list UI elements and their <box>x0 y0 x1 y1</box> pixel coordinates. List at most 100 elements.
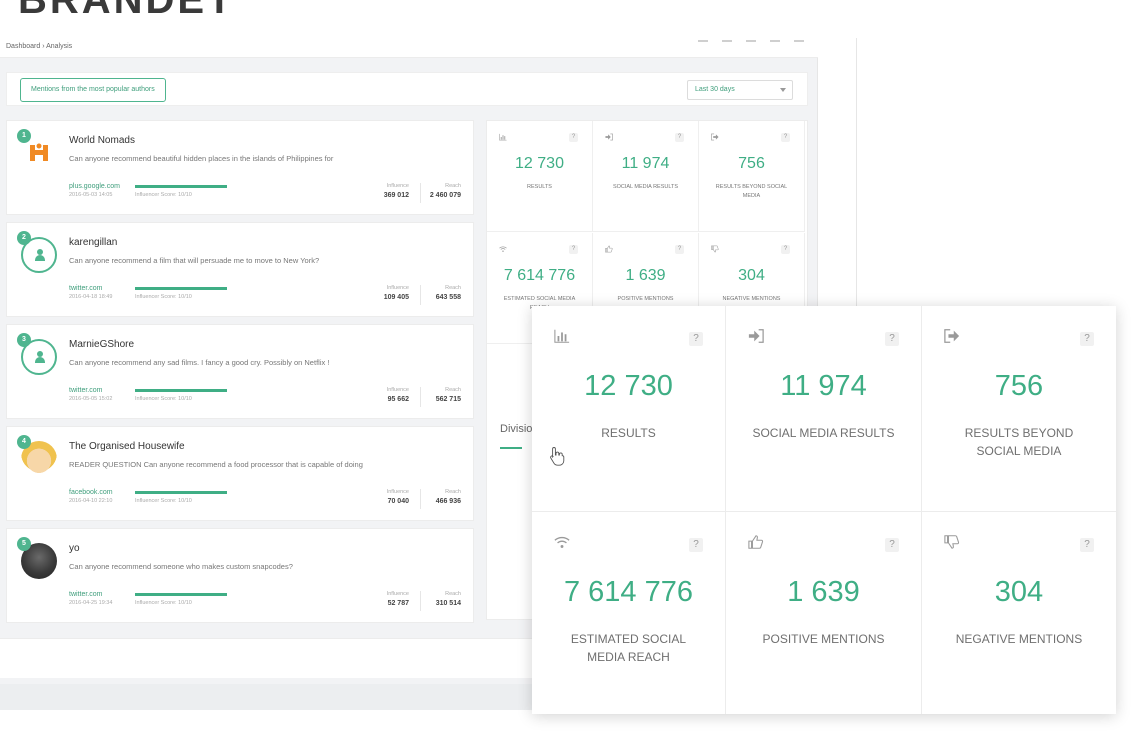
breadcrumb[interactable]: Dashboard › Analysis <box>6 43 73 50</box>
help-button[interactable]: ? <box>689 538 703 552</box>
help-button[interactable]: ? <box>675 245 684 254</box>
help-button[interactable]: ? <box>675 133 684 142</box>
influence-value: 70 040 <box>387 498 409 505</box>
mention-date: 2016-04-25 19:34 <box>69 600 113 606</box>
summary-tile: ? 11 974 SOCIAL MEDIA RESULTS <box>726 306 922 512</box>
help-button[interactable]: ? <box>689 332 703 346</box>
help-button[interactable]: ? <box>1080 538 1094 552</box>
topbar-settings-icon[interactable] <box>770 38 780 42</box>
influence-stat: Influence 109 405 <box>384 285 409 301</box>
divisions-tab[interactable]: Divisio <box>500 423 533 435</box>
summary-value: 1 639 <box>625 267 666 284</box>
mention-author[interactable]: karengillan <box>69 237 118 248</box>
topbar-menu-icon[interactable] <box>698 38 708 42</box>
influencer-score-label: Influencer Score: 10/10 <box>135 192 192 198</box>
stat-divider <box>420 489 421 509</box>
help-button[interactable]: ? <box>781 133 790 142</box>
mention-card[interactable]: 1 World Nomads Can anyone recommend beauti… <box>6 120 474 215</box>
summary-label: NEGATIVE MENTIONS <box>955 632 1083 646</box>
mention-source-link[interactable]: twitter.com <box>69 285 103 292</box>
summary-value: 12 730 <box>584 370 673 402</box>
summary-label: POSITIVE MENTIONS <box>762 632 885 646</box>
reach-label: Reach <box>445 183 461 189</box>
summary-tile-small: ? 11 974 SOCIAL MEDIA RESULTS <box>593 121 699 232</box>
mention-author[interactable]: MarnieGShore <box>69 339 135 350</box>
date-range-select[interactable]: Last 30 days <box>687 80 793 100</box>
influence-value: 52 787 <box>387 600 409 607</box>
summary-tile-small: ? 1 639 POSITIVE MENTIONS <box>593 233 699 344</box>
mention-date: 2016-05-03 14:05 <box>69 192 113 198</box>
summary-tile: ? 12 730 RESULTS <box>532 306 726 512</box>
help-button[interactable]: ? <box>781 245 790 254</box>
bar-chart-icon <box>499 133 507 143</box>
influencer-score-bar <box>135 491 227 494</box>
mention-source-link[interactable]: twitter.com <box>69 591 103 598</box>
influence-stat: Influence 369 012 <box>384 183 409 199</box>
summary-value: 7 614 776 <box>563 576 693 608</box>
popular-authors-button[interactable]: Mentions from the most popular authors <box>20 78 166 102</box>
thumbs-up-icon <box>605 245 613 255</box>
mention-author[interactable]: The Organised Housewife <box>69 441 185 452</box>
influencer-score-bar <box>135 185 227 188</box>
thumbs-down-icon <box>944 534 962 550</box>
help-button[interactable]: ? <box>569 245 578 254</box>
bar-chart-icon <box>554 328 572 344</box>
mention-card[interactable]: 3 MarnieGShore Can anyone recommend any sa… <box>6 324 474 419</box>
influencer-score-fill <box>135 491 227 494</box>
mention-card[interactable]: 5 yo Can anyone recommend someone who make… <box>6 528 474 623</box>
reach-label: Reach <box>445 591 461 597</box>
mention-source-link[interactable]: facebook.com <box>69 489 113 496</box>
topbar-user-icon[interactable] <box>794 38 804 42</box>
rank-badge: 4 <box>17 435 31 449</box>
mention-author[interactable]: yo <box>69 543 80 554</box>
mention-text: Can anyone recommend someone who makes c… <box>69 562 293 571</box>
help-button[interactable]: ? <box>885 538 899 552</box>
influencer-score-label: Influencer Score: 10/10 <box>135 600 192 606</box>
reach-stat: Reach 310 514 <box>436 591 461 607</box>
influence-label: Influence <box>386 183 409 189</box>
world-nomads-logo <box>30 143 48 161</box>
influence-stat: Influence 70 040 <box>387 489 409 505</box>
mention-date: 2016-04-18 18:49 <box>69 294 113 300</box>
influencer-score-label: Influencer Score: 10/10 <box>135 396 192 402</box>
topbar-search-icon[interactable] <box>722 38 732 42</box>
mention-author[interactable]: World Nomads <box>69 135 135 146</box>
reach-label: Reach <box>445 489 461 495</box>
influence-stat: Influence 52 787 <box>387 591 409 607</box>
influencer-score-fill <box>135 593 227 596</box>
topbar-icons <box>698 38 804 42</box>
influencer-score-fill <box>135 185 227 188</box>
help-button[interactable]: ? <box>1080 332 1094 346</box>
summary-value: 1 639 <box>787 576 860 608</box>
dashboard-topbar: Dashboard › Analysis <box>0 38 818 58</box>
filter-bar: Mentions from the most popular authors L… <box>6 72 808 106</box>
wifi-icon <box>499 245 507 255</box>
summary-tile: ? 7 614 776 ESTIMATED SOCIAL MEDIA REACH <box>532 512 726 714</box>
mention-source-link[interactable]: twitter.com <box>69 387 103 394</box>
mention-text: Can anyone recommend a film that will pe… <box>69 256 320 265</box>
influencer-score-bar <box>135 287 227 290</box>
influencer-score-label: Influencer Score: 10/10 <box>135 498 192 504</box>
hand-cursor-icon <box>550 447 565 466</box>
influencer-score-label: Influencer Score: 10/10 <box>135 294 192 300</box>
avatar[interactable] <box>21 237 57 273</box>
rank-badge: 3 <box>17 333 31 347</box>
influence-label: Influence <box>386 387 409 393</box>
mention-card[interactable]: 2 karengillan Can anyone recommend a film … <box>6 222 474 317</box>
rank-badge: 2 <box>17 231 31 245</box>
influencer-score-fill <box>135 389 227 392</box>
mention-text: Can anyone recommend any sad films. I fa… <box>69 358 330 367</box>
topbar-bell-icon[interactable] <box>746 38 756 42</box>
help-button[interactable]: ? <box>885 332 899 346</box>
summary-label: NEGATIVE MENTIONS <box>722 296 781 302</box>
mention-date: 2016-05-05 15:02 <box>69 396 113 402</box>
mention-card[interactable]: 4 The Organised Housewife READER QUESTION … <box>6 426 474 521</box>
summary-tile: ? 756 RESULTS BEYOND SOCIAL MEDIA <box>922 306 1116 512</box>
influencer-score-bar <box>135 389 227 392</box>
avatar[interactable] <box>21 135 57 171</box>
mention-source-link[interactable]: plus.google.com <box>69 183 120 190</box>
help-button[interactable]: ? <box>569 133 578 142</box>
summary-value: 12 730 <box>515 155 564 172</box>
divisions-tab-underline <box>500 447 522 449</box>
page-divider <box>856 38 857 310</box>
